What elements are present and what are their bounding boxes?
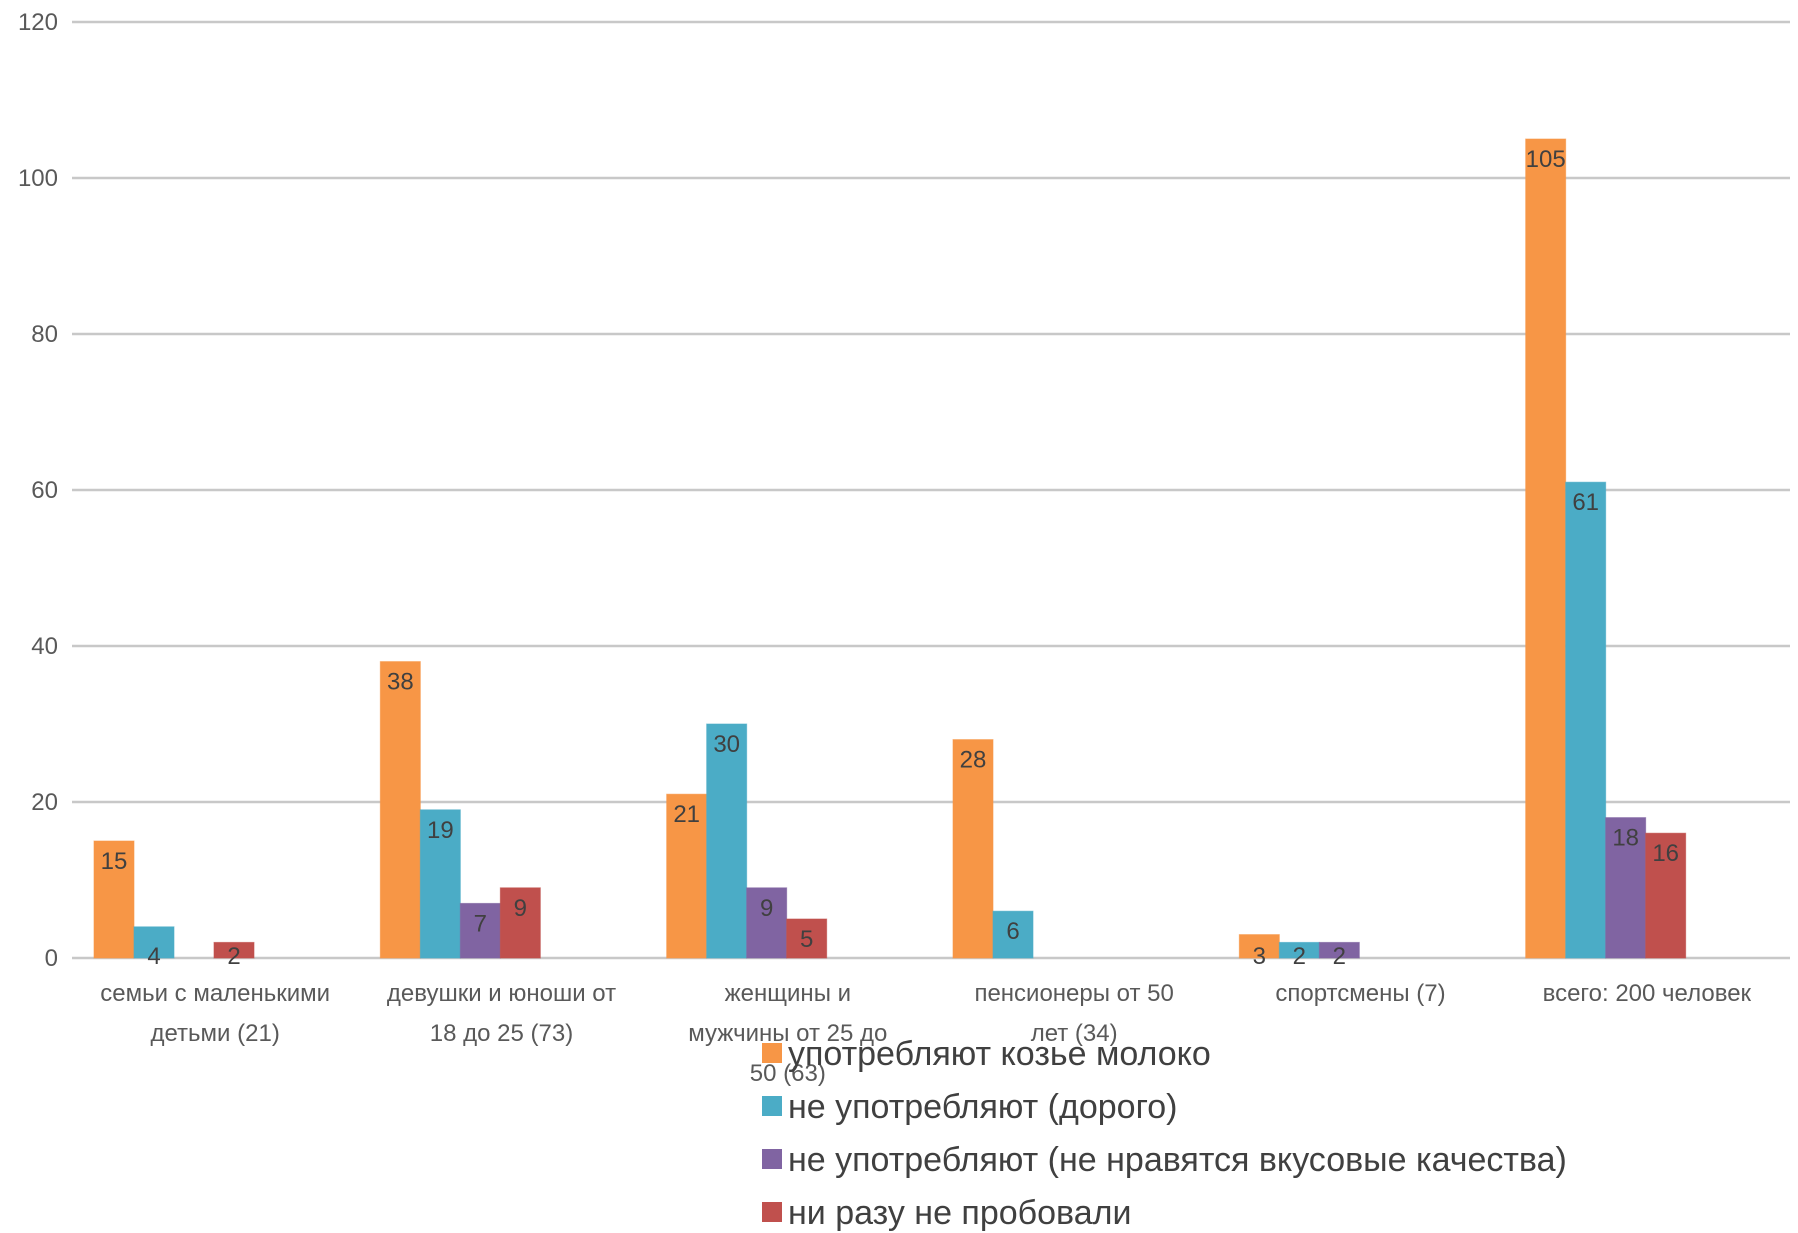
data-label: 3 (1253, 943, 1266, 970)
data-label: 6 (1006, 918, 1019, 945)
data-label: 2 (1333, 943, 1346, 970)
data-label: 16 (1652, 840, 1679, 867)
data-label: 15 (101, 848, 128, 875)
data-label: 61 (1572, 489, 1599, 516)
category-label: мужчины от 25 до (688, 1020, 887, 1047)
data-label: 19 (427, 817, 454, 844)
bar (1318, 941, 1360, 959)
category-label: спортсмены (7) (1275, 980, 1445, 1007)
legend-label: не употребляют (не нравятся вкусовые кач… (788, 1141, 1567, 1179)
bar (952, 739, 994, 959)
data-label: 28 (960, 747, 987, 774)
category-label: детьми (21) (151, 1020, 280, 1047)
data-label: 9 (514, 895, 527, 922)
category-label: лет (34) (1031, 1020, 1118, 1047)
category-label: женщины и (725, 980, 851, 1007)
legend-label: не употребляют (дорого) (788, 1088, 1177, 1126)
category-label: пенсионеры от 50 (974, 980, 1173, 1007)
data-label: 2 (227, 943, 240, 970)
data-label: 21 (673, 801, 700, 828)
bar (786, 918, 828, 959)
bar (499, 887, 541, 959)
data-label: 18 (1612, 825, 1639, 852)
bar (1605, 817, 1647, 959)
data-label: 4 (147, 943, 160, 970)
y-axis-ticks: 0 20 40 60 80 100 120 (18, 9, 58, 972)
category-label: семьи с маленькими (100, 980, 330, 1007)
data-label: 30 (713, 731, 740, 758)
data-label: 5 (800, 926, 813, 953)
bar (213, 941, 255, 959)
y-tick-label: 60 (31, 477, 58, 504)
legend-swatch (762, 1043, 782, 1063)
y-tick-label: 0 (45, 945, 58, 972)
bar (1645, 832, 1687, 959)
bar (459, 902, 501, 959)
legend-swatch (762, 1202, 782, 1222)
legend-label: употребляют козье молоко (788, 1035, 1211, 1073)
bar (1565, 481, 1607, 959)
category-label: девушки и юноши от (387, 980, 616, 1007)
bars (93, 138, 1687, 959)
bar (133, 926, 175, 959)
legend-label: ни разу не пробовали (788, 1194, 1131, 1232)
bar (1525, 138, 1567, 959)
bar (419, 809, 461, 959)
y-tick-label: 40 (31, 633, 58, 660)
legend-swatch (762, 1096, 782, 1116)
bar (706, 723, 748, 959)
gridlines (72, 20, 1790, 804)
category-labels: семьи с маленькими детьми (21) девушки и ю… (100, 980, 1751, 1087)
y-tick-label: 120 (18, 9, 58, 36)
data-label: 105 (1526, 146, 1566, 173)
category-label: всего: 200 человек (1543, 980, 1752, 1007)
data-label: 38 (387, 669, 414, 696)
category-label: 18 до 25 (73) (430, 1020, 573, 1047)
legend-swatch (762, 1149, 782, 1169)
data-label: 7 (474, 910, 487, 937)
data-label: 2 (1293, 943, 1306, 970)
y-tick-label: 20 (31, 789, 58, 816)
bar (379, 661, 421, 959)
category-label: 50 (63) (750, 1060, 826, 1087)
bar (666, 793, 708, 959)
bar (93, 840, 135, 959)
y-tick-label: 80 (31, 321, 58, 348)
legend: употребляют козье молоко не употребляют (… (762, 1035, 1567, 1232)
y-tick-label: 100 (18, 165, 58, 192)
bar (992, 910, 1034, 959)
data-label: 9 (760, 895, 773, 922)
